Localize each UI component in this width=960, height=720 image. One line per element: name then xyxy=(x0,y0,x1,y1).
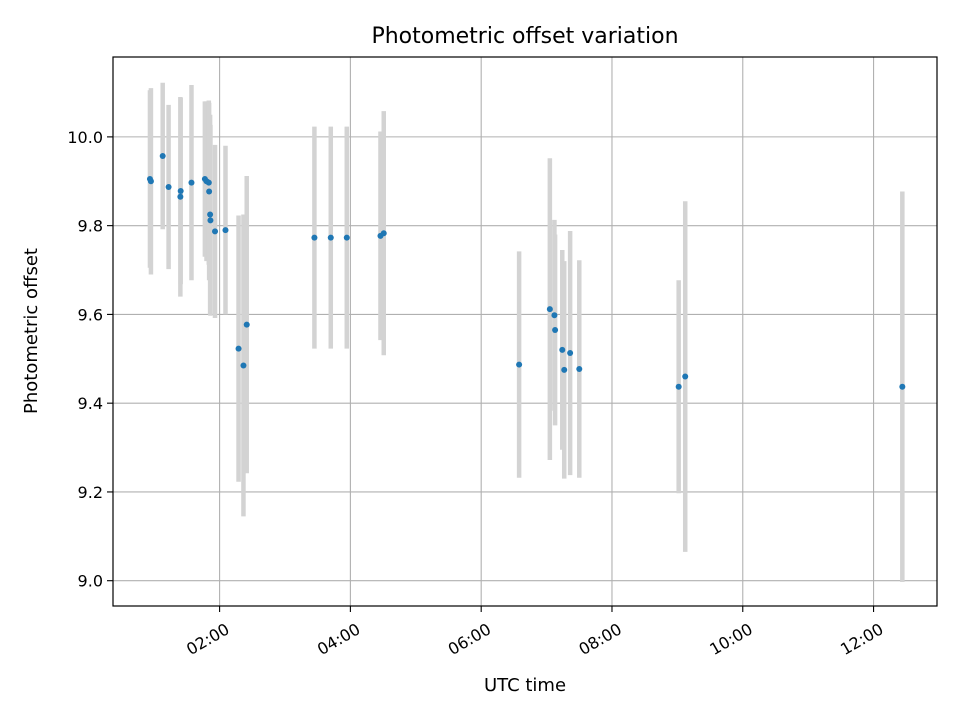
data-point xyxy=(243,321,250,328)
data-point xyxy=(222,227,229,234)
y-tick-label: 9.0 xyxy=(78,572,103,591)
y-tick-label: 9.6 xyxy=(78,305,103,324)
data-point xyxy=(207,211,214,218)
data-point xyxy=(147,178,154,185)
plot-frame xyxy=(112,56,938,607)
x-axis-label: UTC time xyxy=(484,675,566,696)
data-point xyxy=(177,193,184,200)
y-axis-label: Photometric offset xyxy=(21,248,42,414)
y-tick-label: 10.0 xyxy=(67,128,103,147)
data-points xyxy=(146,152,906,390)
data-point xyxy=(899,383,906,390)
data-point xyxy=(552,326,559,333)
data-point xyxy=(516,361,523,368)
data-point xyxy=(561,366,568,373)
data-point xyxy=(235,345,242,352)
data-point xyxy=(546,306,553,313)
data-point xyxy=(551,312,558,319)
y-axis: 9.0 9.2 9.4 9.6 9.8 10.0 xyxy=(67,128,113,591)
data-point xyxy=(212,228,219,235)
data-point xyxy=(188,179,195,186)
data-point xyxy=(675,383,682,390)
data-point xyxy=(559,346,566,353)
data-point xyxy=(380,230,387,237)
chart-title: Photometric offset variation xyxy=(371,24,678,49)
y-tick-label: 9.2 xyxy=(78,483,103,502)
data-point xyxy=(159,152,166,159)
data-point xyxy=(206,188,213,195)
data-point xyxy=(311,234,318,241)
data-point xyxy=(177,188,184,195)
data-point xyxy=(682,373,689,380)
y-tick-label: 9.8 xyxy=(78,217,103,236)
data-point xyxy=(240,362,247,369)
data-point xyxy=(205,179,212,186)
y-tick-label: 9.4 xyxy=(78,394,103,413)
grid xyxy=(113,57,937,606)
plot-area xyxy=(113,57,937,606)
data-point xyxy=(327,234,334,241)
data-point xyxy=(165,184,172,191)
data-point xyxy=(576,366,583,373)
data-point xyxy=(207,217,214,224)
data-point xyxy=(343,234,350,241)
data-point xyxy=(567,350,574,357)
